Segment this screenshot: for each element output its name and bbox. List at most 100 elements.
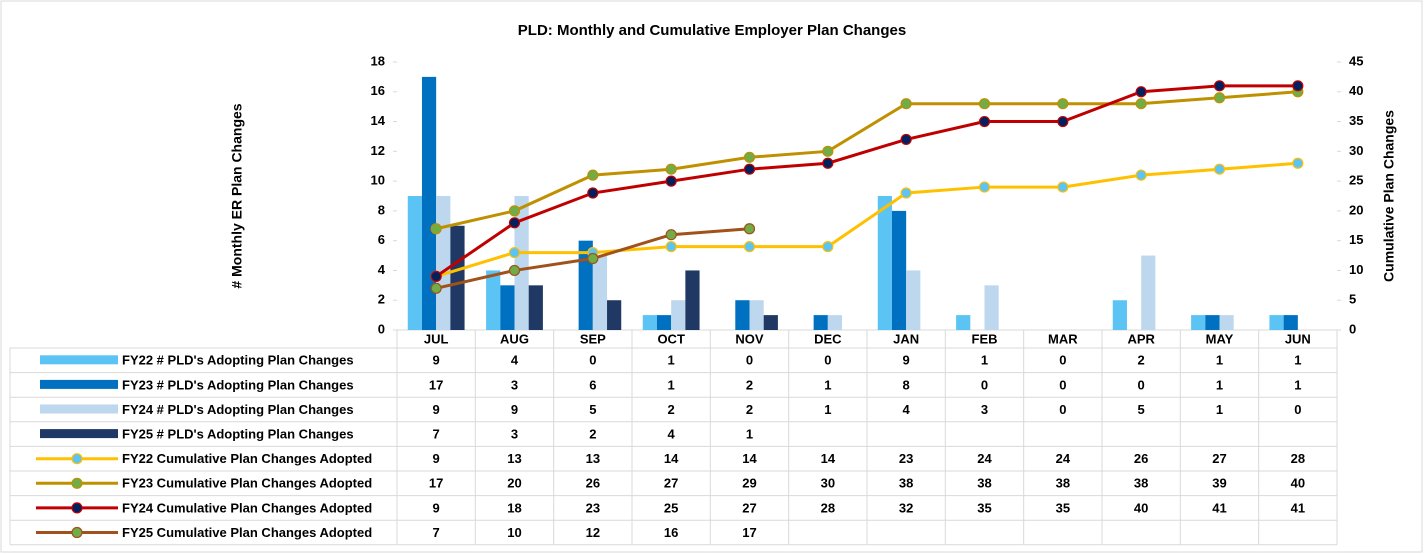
table-cell: 1 bbox=[668, 377, 675, 392]
legend-label: FY25 # PLD's Adopting Plan Changes bbox=[122, 427, 354, 442]
table-cell: 27 bbox=[1212, 451, 1226, 466]
table-cell: 0 bbox=[824, 353, 831, 368]
marker bbox=[1135, 98, 1147, 110]
marker bbox=[978, 181, 991, 193]
marker bbox=[978, 115, 991, 128]
table-cell: 14 bbox=[821, 451, 836, 466]
bar bbox=[607, 300, 622, 330]
y-tick-label: 14 bbox=[371, 113, 386, 128]
bar bbox=[436, 196, 451, 330]
bar bbox=[813, 315, 828, 330]
bar bbox=[1112, 300, 1127, 330]
x-tick-label: FEB bbox=[972, 331, 998, 346]
x-tick-label: SEP bbox=[580, 331, 606, 346]
legend-label: FY22 Cumulative Plan Changes Adopted bbox=[122, 451, 372, 466]
table-cell: 39 bbox=[1212, 476, 1226, 491]
line bbox=[435, 161, 1298, 278]
table-cell: 0 bbox=[1059, 353, 1066, 368]
table-cell: 10 bbox=[507, 525, 521, 540]
y2-tick-label: 40 bbox=[1349, 83, 1363, 98]
table-cell: 40 bbox=[1134, 500, 1148, 515]
table-cell: 0 bbox=[1059, 402, 1066, 417]
x-tick-label: MAR bbox=[1048, 331, 1078, 346]
table-cell: 26 bbox=[1134, 451, 1148, 466]
table-cell: 16 bbox=[664, 525, 678, 540]
table-cell: 1 bbox=[668, 353, 675, 368]
marker bbox=[508, 205, 521, 217]
legend-label: FY23 Cumulative Plan Changes Adopted bbox=[122, 476, 372, 491]
bar bbox=[763, 315, 778, 330]
bar bbox=[486, 270, 501, 330]
marker bbox=[430, 223, 442, 235]
bar bbox=[984, 285, 999, 330]
table-cell: 18 bbox=[507, 500, 521, 515]
y-tick-label: 0 bbox=[378, 321, 385, 336]
table-cell: 25 bbox=[664, 500, 678, 515]
table-cell: 14 bbox=[742, 451, 757, 466]
bar bbox=[1141, 255, 1156, 330]
table-cell: 1 bbox=[824, 377, 831, 392]
y2-tick-label: 35 bbox=[1349, 113, 1363, 128]
legend-marker bbox=[71, 502, 83, 514]
table-cell: 0 bbox=[1059, 377, 1066, 392]
table-cell: 5 bbox=[1138, 402, 1145, 417]
table-cell: 2 bbox=[746, 377, 753, 392]
bar bbox=[877, 196, 892, 330]
table-cell: 26 bbox=[586, 476, 600, 491]
table-cell: 38 bbox=[1056, 476, 1070, 491]
table-cell: 3 bbox=[981, 402, 988, 417]
table-cell: 9 bbox=[433, 353, 440, 368]
bar bbox=[578, 240, 593, 330]
x-tick-label: AUG bbox=[500, 331, 529, 346]
legend-label: FY22 # PLD's Adopting Plan Changes bbox=[122, 353, 354, 368]
marker bbox=[743, 163, 756, 175]
y-tick-label: 8 bbox=[378, 202, 385, 217]
bar bbox=[685, 270, 700, 330]
table-cell: 30 bbox=[821, 476, 835, 491]
marker bbox=[743, 151, 756, 163]
table-cell: 1 bbox=[746, 427, 753, 442]
table-cell: 38 bbox=[1134, 476, 1148, 491]
marker bbox=[430, 282, 442, 294]
legend-label: FY24 Cumulative Plan Changes Adopted bbox=[122, 500, 372, 515]
table-cell: 0 bbox=[981, 377, 988, 392]
line bbox=[435, 90, 1298, 231]
table-cell: 17 bbox=[429, 377, 443, 392]
marker bbox=[1213, 80, 1226, 92]
table-cell: 13 bbox=[586, 451, 600, 466]
bar bbox=[514, 196, 529, 330]
y2-tick-label: 15 bbox=[1349, 232, 1363, 247]
bar bbox=[956, 315, 971, 330]
y2-tick-label: 0 bbox=[1349, 321, 1356, 336]
marker bbox=[978, 98, 991, 110]
marker bbox=[665, 163, 677, 175]
legend-label: FY25 Cumulative Plan Changes Adopted bbox=[122, 525, 372, 540]
marker bbox=[1135, 86, 1147, 98]
table-cell: 1 bbox=[1216, 353, 1223, 368]
marker bbox=[508, 264, 521, 277]
y2-tick-label: 5 bbox=[1349, 292, 1356, 307]
x-tick-label: OCT bbox=[657, 331, 685, 346]
marker bbox=[587, 169, 599, 181]
marker bbox=[743, 241, 756, 253]
y-tick-label: 2 bbox=[378, 292, 385, 307]
table-cell: 1 bbox=[1216, 402, 1223, 417]
marker bbox=[665, 175, 677, 187]
marker bbox=[665, 229, 677, 241]
y-axis-label: # Monthly ER Plan Changes bbox=[229, 103, 245, 288]
table-cell: 27 bbox=[664, 476, 678, 491]
table-cell: 1 bbox=[981, 353, 988, 368]
y-tick-label: 12 bbox=[371, 143, 385, 158]
table-cell: 0 bbox=[1294, 402, 1301, 417]
table-cell: 0 bbox=[746, 353, 753, 368]
bar bbox=[827, 315, 843, 330]
marker bbox=[1292, 80, 1304, 92]
x-tick-label: JUN bbox=[1285, 331, 1311, 346]
table-cell: 29 bbox=[742, 476, 756, 491]
marker bbox=[822, 241, 834, 253]
table-cell: 35 bbox=[977, 500, 991, 515]
table-cell: 38 bbox=[899, 476, 913, 491]
bar bbox=[906, 270, 921, 330]
table-cell: 28 bbox=[1291, 451, 1305, 466]
table-cell: 28 bbox=[821, 500, 835, 515]
